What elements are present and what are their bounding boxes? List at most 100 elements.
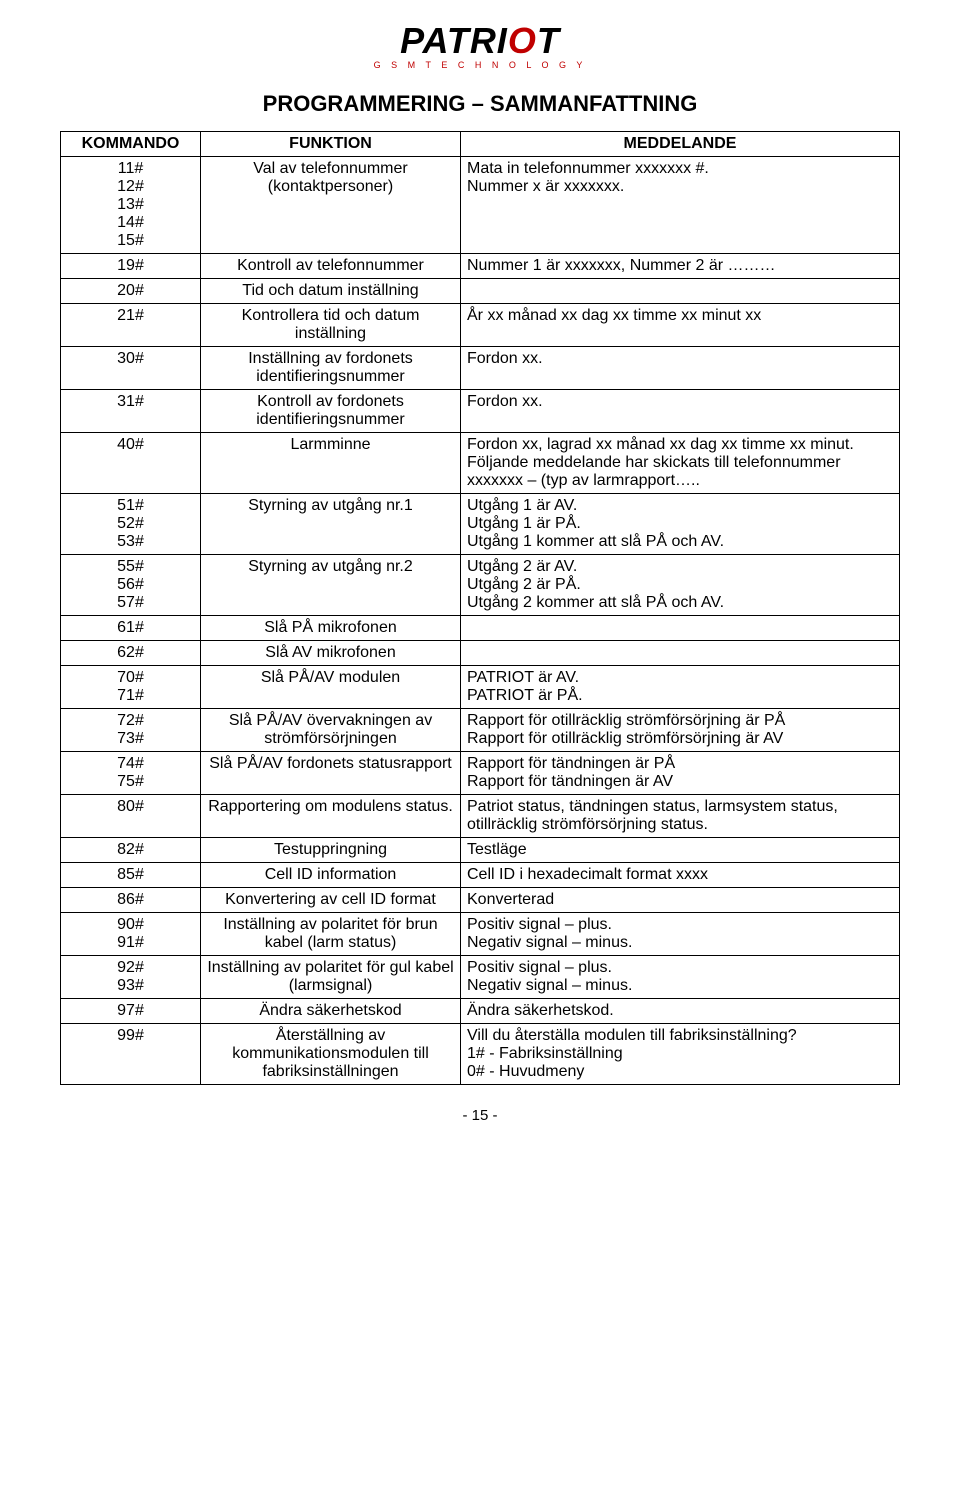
table-row: 11#12#13#14#15#Val av telefonnummer (kon… bbox=[61, 157, 900, 254]
header-message: MEDDELANDE bbox=[461, 132, 900, 157]
command-table: KOMMANDO FUNKTION MEDDELANDE 11#12#13#14… bbox=[60, 131, 900, 1085]
table-row: 51#52#53#Styrning av utgång nr.1Utgång 1… bbox=[61, 494, 900, 555]
table-row: 82#TestuppringningTestläge bbox=[61, 838, 900, 863]
cell-message: Vill du återställa modulen till fabriksi… bbox=[461, 1024, 900, 1085]
cell-message: Cell ID i hexadecimalt format xxxx bbox=[461, 863, 900, 888]
cell-command: 30# bbox=[61, 347, 201, 390]
cell-message: Rapport för otillräcklig strömförsörjnin… bbox=[461, 709, 900, 752]
table-row: 61#Slå PÅ mikrofonen bbox=[61, 616, 900, 641]
cell-command: 74#75# bbox=[61, 752, 201, 795]
brand-name-prefix: PATRI bbox=[400, 20, 508, 61]
brand-subtitle: G S M T E C H N O L O G Y bbox=[374, 60, 587, 70]
cell-function: Kontroll av fordonets identifieringsnumm… bbox=[201, 390, 461, 433]
table-row: 30#Inställning av fordonets identifierin… bbox=[61, 347, 900, 390]
cell-command: 40# bbox=[61, 433, 201, 494]
cell-command: 55#56#57# bbox=[61, 555, 201, 616]
cell-function: Testuppringning bbox=[201, 838, 461, 863]
brand-name-suffix: T bbox=[537, 20, 560, 61]
cell-command: 62# bbox=[61, 641, 201, 666]
cell-command: 99# bbox=[61, 1024, 201, 1085]
cell-message: Mata in telefonnummer xxxxxxx #.Nummer x… bbox=[461, 157, 900, 254]
table-row: 92#93#Inställning av polaritet för gul k… bbox=[61, 956, 900, 999]
cell-function: Slå PÅ mikrofonen bbox=[201, 616, 461, 641]
cell-message: Fordon xx, lagrad xx månad xx dag xx tim… bbox=[461, 433, 900, 494]
cell-function: Kontrollera tid och datum inställning bbox=[201, 304, 461, 347]
table-row: 20#Tid och datum inställning bbox=[61, 279, 900, 304]
cell-message: Fordon xx. bbox=[461, 390, 900, 433]
table-row: 70#71#Slå PÅ/AV modulenPATRIOT är AV.PAT… bbox=[61, 666, 900, 709]
cell-function: Inställning av polaritet för gul kabel (… bbox=[201, 956, 461, 999]
cell-command: 19# bbox=[61, 254, 201, 279]
cell-function: Kontroll av telefonnummer bbox=[201, 254, 461, 279]
table-row: 55#56#57#Styrning av utgång nr.2Utgång 2… bbox=[61, 555, 900, 616]
cell-function: Cell ID information bbox=[201, 863, 461, 888]
cell-function: Larmminne bbox=[201, 433, 461, 494]
table-row: 99#Återställning av kommunikationsmodule… bbox=[61, 1024, 900, 1085]
cell-function: Slå AV mikrofonen bbox=[201, 641, 461, 666]
cell-function: Slå PÅ/AV fordonets statusrapport bbox=[201, 752, 461, 795]
cell-command: 20# bbox=[61, 279, 201, 304]
cell-function: Val av telefonnummer (kontaktpersoner) bbox=[201, 157, 461, 254]
cell-message: Ändra säkerhetskod. bbox=[461, 999, 900, 1024]
table-row: 85#Cell ID informationCell ID i hexadeci… bbox=[61, 863, 900, 888]
brand-logo: PATRIOT G S M T E C H N O L O G Y bbox=[60, 20, 900, 73]
table-row: 74#75#Slå PÅ/AV fordonets statusrapportR… bbox=[61, 752, 900, 795]
cell-message bbox=[461, 616, 900, 641]
cell-command: 51#52#53# bbox=[61, 494, 201, 555]
cell-message: Nummer 1 är xxxxxxx, Nummer 2 är ……… bbox=[461, 254, 900, 279]
cell-command: 82# bbox=[61, 838, 201, 863]
table-row: 19#Kontroll av telefonnummerNummer 1 är … bbox=[61, 254, 900, 279]
cell-function: Rapportering om modulens status. bbox=[201, 795, 461, 838]
table-row: 97#Ändra säkerhetskodÄndra säkerhetskod. bbox=[61, 999, 900, 1024]
table-row: 72#73#Slå PÅ/AV övervakningen av strömfö… bbox=[61, 709, 900, 752]
header-function: FUNKTION bbox=[201, 132, 461, 157]
cell-command: 11#12#13#14#15# bbox=[61, 157, 201, 254]
page-title: PROGRAMMERING – SAMMANFATTNING bbox=[60, 91, 900, 117]
cell-command: 97# bbox=[61, 999, 201, 1024]
cell-function: Inställning av polaritet för brun kabel … bbox=[201, 913, 461, 956]
cell-message bbox=[461, 279, 900, 304]
cell-message: Utgång 1 är AV.Utgång 1 är PÅ.Utgång 1 k… bbox=[461, 494, 900, 555]
cell-message: PATRIOT är AV.PATRIOT är PÅ. bbox=[461, 666, 900, 709]
header-command: KOMMANDO bbox=[61, 132, 201, 157]
cell-message: Positiv signal – plus.Negativ signal – m… bbox=[461, 956, 900, 999]
cell-function: Inställning av fordonets identifieringsn… bbox=[201, 347, 461, 390]
page-number: - 15 - bbox=[60, 1107, 900, 1124]
cell-command: 92#93# bbox=[61, 956, 201, 999]
cell-function: Slå PÅ/AV modulen bbox=[201, 666, 461, 709]
cell-message: Utgång 2 är AV.Utgång 2 är PÅ.Utgång 2 k… bbox=[461, 555, 900, 616]
cell-function: Konvertering av cell ID format bbox=[201, 888, 461, 913]
cell-message: Testläge bbox=[461, 838, 900, 863]
cell-function: Slå PÅ/AV övervakningen av strömförsörjn… bbox=[201, 709, 461, 752]
cell-function: Återställning av kommunikationsmodulen t… bbox=[201, 1024, 461, 1085]
cell-command: 21# bbox=[61, 304, 201, 347]
cell-message: Rapport för tändningen är PÅRapport för … bbox=[461, 752, 900, 795]
cell-function: Styrning av utgång nr.2 bbox=[201, 555, 461, 616]
table-row: 21#Kontrollera tid och datum inställning… bbox=[61, 304, 900, 347]
cell-function: Styrning av utgång nr.1 bbox=[201, 494, 461, 555]
cell-message: År xx månad xx dag xx timme xx minut xx bbox=[461, 304, 900, 347]
cell-command: 90#91# bbox=[61, 913, 201, 956]
cell-command: 80# bbox=[61, 795, 201, 838]
cell-command: 85# bbox=[61, 863, 201, 888]
table-row: 31#Kontroll av fordonets identifieringsn… bbox=[61, 390, 900, 433]
cell-message: Konverterad bbox=[461, 888, 900, 913]
table-row: 90#91#Inställning av polaritet för brun … bbox=[61, 913, 900, 956]
cell-command: 31# bbox=[61, 390, 201, 433]
brand-name: PATRIOT bbox=[374, 20, 587, 62]
brand-name-accent: O bbox=[508, 20, 537, 61]
cell-message bbox=[461, 641, 900, 666]
cell-command: 61# bbox=[61, 616, 201, 641]
cell-message: Fordon xx. bbox=[461, 347, 900, 390]
cell-command: 72#73# bbox=[61, 709, 201, 752]
cell-message: Patriot status, tändningen status, larms… bbox=[461, 795, 900, 838]
cell-function: Tid och datum inställning bbox=[201, 279, 461, 304]
cell-command: 86# bbox=[61, 888, 201, 913]
cell-function: Ändra säkerhetskod bbox=[201, 999, 461, 1024]
table-row: 80#Rapportering om modulens status.Patri… bbox=[61, 795, 900, 838]
table-row: 62#Slå AV mikrofonen bbox=[61, 641, 900, 666]
table-row: 40#LarmminneFordon xx, lagrad xx månad x… bbox=[61, 433, 900, 494]
cell-command: 70#71# bbox=[61, 666, 201, 709]
table-row: 86#Konvertering av cell ID formatKonvert… bbox=[61, 888, 900, 913]
cell-message: Positiv signal – plus.Negativ signal – m… bbox=[461, 913, 900, 956]
